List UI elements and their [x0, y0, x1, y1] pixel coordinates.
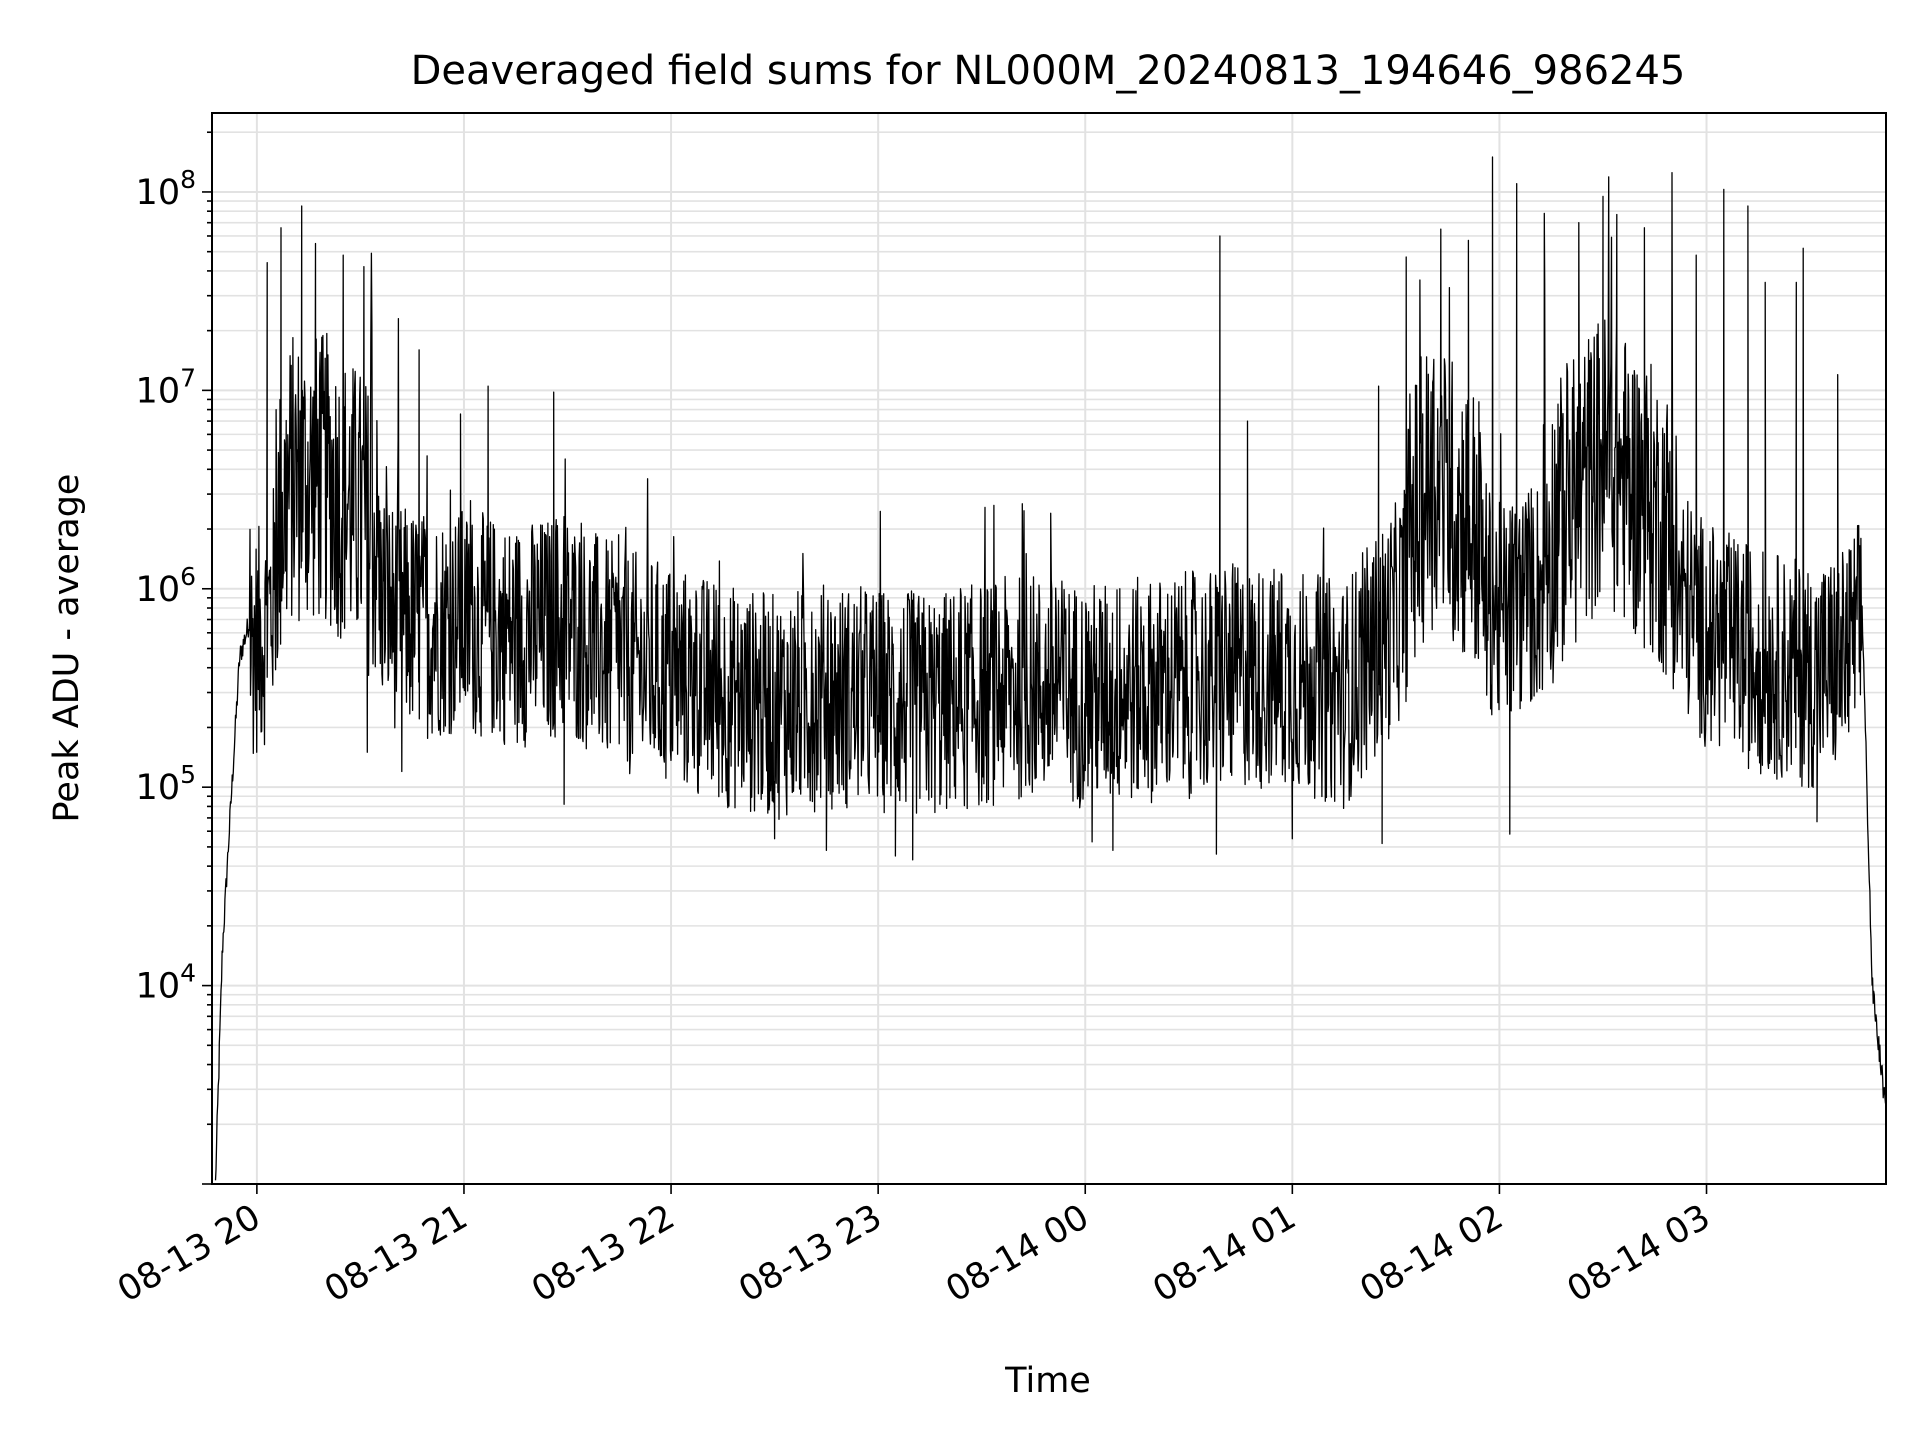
y-tick-label: 105	[136, 760, 196, 808]
chart-title: Deaveraged field sums for NL000M_2024081…	[411, 48, 1686, 94]
series-path	[214, 156, 1887, 1181]
y-tick-label: 104	[136, 959, 196, 1007]
y-axis: 104 105 106 107 108	[136, 131, 212, 1185]
x-axis-label: Time	[1004, 1361, 1091, 1401]
y-tick-label: 106	[136, 562, 196, 610]
y-tick-label: 108	[136, 165, 196, 213]
y-tick-label: 107	[136, 363, 196, 411]
y-axis-label: Peak ADU - average	[47, 474, 87, 823]
series-line	[214, 156, 1887, 1181]
